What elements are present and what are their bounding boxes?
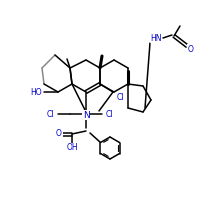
Text: N: N [83, 111, 89, 120]
Text: OH: OH [66, 143, 78, 152]
Text: HN: HN [150, 33, 162, 43]
Text: O: O [56, 129, 62, 138]
Text: Cl: Cl [116, 93, 124, 101]
Text: Cl: Cl [105, 110, 113, 119]
Text: O: O [188, 45, 194, 54]
Text: Cl: Cl [46, 110, 54, 119]
Text: HO: HO [30, 87, 42, 97]
